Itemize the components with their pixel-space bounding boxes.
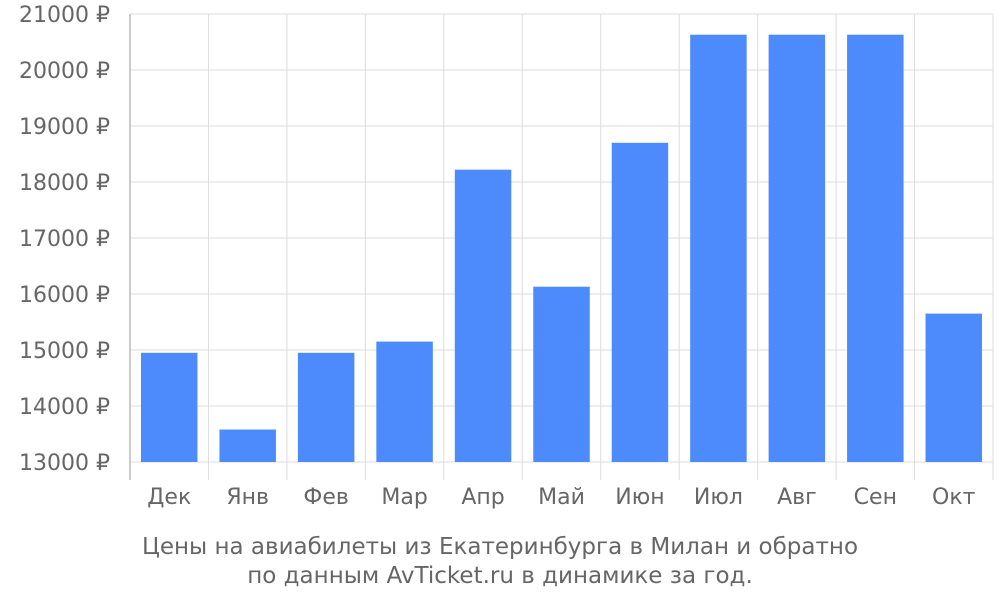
bar-1 xyxy=(140,352,198,462)
bar-5 xyxy=(454,169,512,462)
chart-caption-line-1: Цены на авиабилеты из Екатеринбурга в Ми… xyxy=(141,534,859,560)
y-tick-label: 17000 ₽ xyxy=(19,227,110,252)
y-tick-label: 13000 ₽ xyxy=(19,451,110,476)
bar-3 xyxy=(297,352,355,462)
x-tick-label: Дек xyxy=(147,485,191,510)
bar-7 xyxy=(611,142,669,463)
x-tick-label: Сен xyxy=(854,485,897,510)
x-axis: Дек Янв Фев Мар Апр Май Июн Июл Авг Сен Окт xyxy=(147,485,975,510)
y-tick-label: 14000 ₽ xyxy=(19,395,110,420)
x-tick-label: Янв xyxy=(226,485,269,510)
y-axis: 13000 ₽ 14000 ₽ 15000 ₽ 16000 ₽ 17000 ₽ 18000… xyxy=(19,3,131,480)
x-tick-label: Июн xyxy=(615,485,664,510)
x-tick-label: Апр xyxy=(461,485,504,510)
price-bar-chart: 13000 ₽ 14000 ₽ 15000 ₽ 16000 ₽ 17000 ₽ 18000… xyxy=(19,3,994,510)
bar-2 xyxy=(219,429,276,462)
y-tick-label: 16000 ₽ xyxy=(19,283,110,308)
x-tick-label: Май xyxy=(538,485,585,510)
bars xyxy=(140,34,983,463)
bar-11 xyxy=(925,313,983,462)
y-tick-label: 18000 ₽ xyxy=(19,171,110,196)
x-tick-label: Фев xyxy=(303,485,348,510)
bar-4 xyxy=(376,341,433,462)
y-tick-label: 21000 ₽ xyxy=(19,3,110,28)
bar-10 xyxy=(847,34,904,462)
bar-8 xyxy=(690,34,747,462)
y-tick-label: 15000 ₽ xyxy=(19,339,110,364)
x-tick-label: Авг xyxy=(777,485,817,510)
x-tick-label: Июл xyxy=(694,485,743,510)
grid xyxy=(129,13,994,480)
bar-6 xyxy=(533,286,590,462)
bar-9 xyxy=(768,34,826,462)
y-tick-label: 19000 ₽ xyxy=(19,115,110,140)
x-tick-label: Мар xyxy=(381,485,427,510)
chart-caption-line-2: по данным AvTicket.ru в динамике за год. xyxy=(247,563,753,589)
y-tick-label: 20000 ₽ xyxy=(19,59,110,84)
x-tick-label: Окт xyxy=(932,485,976,510)
